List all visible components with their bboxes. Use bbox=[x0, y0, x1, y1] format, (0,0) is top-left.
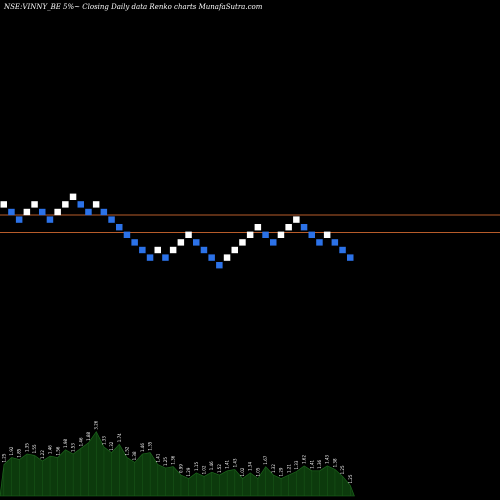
volume-label-36: 1.32 bbox=[271, 464, 276, 473]
renko-brick-24 bbox=[177, 239, 185, 246]
renko-brick-32 bbox=[239, 239, 246, 246]
renko-brick-27 bbox=[200, 246, 208, 254]
renko-brick-4 bbox=[23, 208, 31, 216]
renko-brick-18 bbox=[131, 239, 138, 246]
volume-label-11: 1.46 bbox=[78, 437, 83, 446]
chart-title: NSE:VINNY_BE 5%~ Closing Daily data Renk… bbox=[3, 3, 263, 11]
renko-brick-34 bbox=[254, 224, 262, 231]
renko-brick-10 bbox=[69, 193, 77, 200]
renko-brick-20 bbox=[146, 254, 154, 261]
volume-label-18: 1.38 bbox=[132, 451, 137, 460]
volume-label-17: 1.52 bbox=[125, 446, 130, 455]
renko-brick-16 bbox=[116, 224, 123, 231]
renko-brick-7 bbox=[46, 216, 54, 223]
volume-label-34: 1.05 bbox=[255, 467, 260, 476]
reference-lines bbox=[0, 214, 500, 233]
renko-brick-45 bbox=[339, 246, 346, 254]
renko-brick-8 bbox=[54, 208, 61, 216]
volume-label-32: 1.02 bbox=[240, 467, 245, 476]
renko-brick-2 bbox=[8, 208, 15, 216]
renko-brick-1 bbox=[0, 201, 7, 208]
volume-label-46: 1.25 bbox=[348, 474, 353, 483]
volume-label-20: 1.35 bbox=[148, 441, 153, 450]
renko-brick-38 bbox=[285, 224, 292, 231]
volume-label-9: 1.98 bbox=[63, 438, 68, 447]
renko-brick-33 bbox=[246, 231, 254, 238]
renko-brick-46 bbox=[347, 254, 354, 261]
renko-brick-6 bbox=[39, 208, 46, 216]
volume-label-14: 1.33 bbox=[101, 436, 106, 445]
renko-brick-39 bbox=[293, 216, 300, 223]
volume-label-44: 1.38 bbox=[332, 458, 337, 467]
volume-label-15: 1.32 bbox=[109, 441, 114, 450]
renko-brick-26 bbox=[193, 239, 200, 246]
volume-label-25: 1.29 bbox=[186, 467, 191, 476]
volume-label-31: 1.43 bbox=[232, 458, 237, 467]
volume-label-38: 1.21 bbox=[286, 464, 291, 473]
renko-brick-43 bbox=[323, 231, 331, 238]
renko-brick-13 bbox=[92, 201, 100, 208]
renko-brick-15 bbox=[108, 216, 115, 223]
renko-brick-44 bbox=[331, 239, 339, 246]
renko-brick-29 bbox=[216, 262, 223, 269]
renko-brick-9 bbox=[62, 201, 69, 208]
renko-brick-3 bbox=[15, 216, 23, 223]
volume-panel bbox=[0, 431, 355, 497]
renko-brick-36 bbox=[270, 239, 277, 246]
volume-label-33: 1.34 bbox=[248, 462, 253, 471]
volume-label-26: 1.15 bbox=[194, 462, 199, 471]
renko-brick-17 bbox=[123, 231, 131, 238]
volume-label-12: 1.88 bbox=[86, 431, 91, 440]
renko-bricks bbox=[0, 193, 354, 269]
renko-brick-12 bbox=[85, 208, 92, 216]
volume-label-28: 1.46 bbox=[209, 461, 214, 470]
volume-label-29: 1.52 bbox=[217, 464, 222, 473]
volume-label-16: 1.74 bbox=[117, 433, 122, 442]
volume-label-43: 1.43 bbox=[325, 455, 330, 464]
volume-label-13: 3.26 bbox=[94, 420, 99, 429]
volume-label-45: 1.25 bbox=[340, 465, 345, 474]
volume-label-23: 1.36 bbox=[171, 455, 176, 464]
volume-label-4: 1.35 bbox=[24, 443, 29, 452]
volume-label-1: 1.25 bbox=[1, 453, 6, 462]
volume-label-24: 0.99 bbox=[178, 464, 183, 473]
renko-brick-14 bbox=[100, 208, 108, 216]
volume-label-37: 1.29 bbox=[279, 467, 284, 476]
volume-label-10: 1.53 bbox=[71, 443, 76, 452]
renko-brick-31 bbox=[231, 246, 238, 254]
renko-brick-40 bbox=[300, 224, 308, 231]
renko-brick-37 bbox=[277, 231, 285, 238]
volume-label-27: 1.02 bbox=[202, 465, 207, 474]
renko-brick-21 bbox=[154, 246, 161, 254]
volume-label-41: 1.41 bbox=[309, 459, 314, 468]
renko-brick-30 bbox=[223, 254, 231, 261]
volume-label-22: 1.25 bbox=[163, 457, 168, 466]
renko-brick-11 bbox=[77, 201, 84, 208]
volume-label-2: 1.92 bbox=[9, 446, 14, 455]
renko-brick-42 bbox=[316, 239, 323, 246]
renko-brick-22 bbox=[162, 254, 169, 261]
volume-label-6: 1.22 bbox=[40, 450, 45, 459]
volume-label-5: 1.55 bbox=[32, 444, 37, 453]
volume-label-21: 1.41 bbox=[155, 453, 160, 462]
volume-label-35: 1.67 bbox=[263, 455, 268, 464]
volume-labels: 1.251.92 1.851.35 1.551.221.46 1.561.98 1.53… bbox=[1, 420, 353, 483]
volume-label-7: 1.46 bbox=[48, 445, 53, 454]
renko-brick-28 bbox=[208, 254, 215, 261]
renko-brick-25 bbox=[185, 231, 192, 238]
volume-label-8: 1.56 bbox=[55, 446, 60, 455]
renko-brick-19 bbox=[139, 246, 146, 254]
volume-label-42: 1.36 bbox=[317, 459, 322, 468]
renko-brick-41 bbox=[308, 231, 315, 238]
renko-brick-23 bbox=[169, 246, 177, 254]
volume-label-30: 1.41 bbox=[225, 459, 230, 468]
renko-brick-5 bbox=[31, 201, 38, 208]
renko-brick-35 bbox=[262, 231, 269, 238]
volume-label-3: 1.85 bbox=[17, 448, 22, 457]
volume-label-19: 1.46 bbox=[140, 443, 145, 452]
volume-label-39: 1.33 bbox=[294, 460, 299, 469]
volume-label-40: 1.62 bbox=[302, 455, 307, 464]
